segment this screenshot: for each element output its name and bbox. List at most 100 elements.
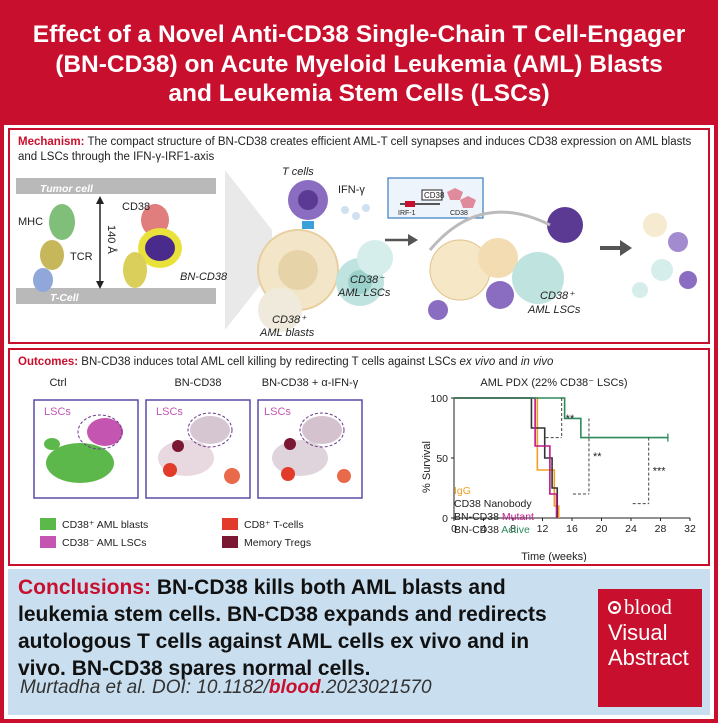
lsc-residual-bn: [190, 416, 230, 444]
title-line-1: Effect of a Novel Anti-CD38 Single-Chain…: [32, 21, 686, 49]
cd3-protein: [33, 268, 53, 292]
tumor-membrane: [16, 178, 216, 194]
x-tick-label: 0: [451, 523, 457, 535]
debris-1: [643, 213, 667, 237]
label-irf1: IRF-1: [398, 210, 416, 217]
outcomes-and: and: [495, 356, 521, 368]
t-cell-membrane: [16, 288, 216, 304]
lsc-cluster-ctrl: [87, 418, 123, 446]
conclusions-panel: Conclusions: BN-CD38 kills both AML blas…: [8, 569, 710, 715]
legend-label-lscs: CD38⁻ AML LSCs: [62, 537, 147, 549]
badge-line-2: Abstract: [608, 645, 689, 671]
tsne-panel-ctrl: Ctrl LSCs: [33, 377, 139, 499]
cd38-protein: [141, 204, 169, 236]
lsc-tag-bn: LSCs: [156, 406, 183, 418]
arrow-head-down: [96, 281, 104, 289]
sig-label-2: ***: [653, 466, 667, 478]
tsne-title-bn: BN-CD38: [174, 377, 221, 389]
cd38-protein-icon-2: [460, 196, 476, 208]
debris-2: [668, 232, 688, 252]
aml-lsc-shadow: [357, 240, 393, 276]
zoom-funnel: [225, 170, 272, 330]
sig-label-1: **: [593, 451, 602, 463]
label-ifn: IFN-γ: [338, 184, 365, 196]
blood-logo-icon: [608, 601, 621, 614]
ifn-dot-1: [341, 206, 349, 214]
legend-swatch-blasts: [40, 518, 56, 530]
label-t-cells: T cells: [282, 166, 314, 178]
legend-mutant-prefix: BN-CD38: [454, 511, 502, 523]
aml-lsc-nucleus: [348, 270, 372, 294]
debris-3: [651, 259, 673, 281]
legend-nanobody: CD38 Nanobody: [454, 498, 532, 510]
x-tick-label: 12: [537, 523, 549, 535]
aml-blast-nucleus: [278, 250, 318, 290]
lsc-tag-aifn: LSCs: [264, 406, 291, 418]
outcomes-text: BN-CD38 induces total AML cell killing b…: [81, 356, 460, 368]
visual-abstract: Effect of a Novel Anti-CD38 Single-Chain…: [4, 4, 714, 719]
irf1-site: [405, 201, 415, 207]
y-tick-label: 100: [430, 393, 448, 405]
residual-cluster-aifn: [272, 440, 328, 476]
curve-arrow: [428, 210, 551, 251]
chart-xlabel: Time (weeks): [521, 551, 587, 562]
citation-prefix: Murtadha et al. DOI: 10.1182/: [20, 677, 269, 698]
synapse-engager: [302, 221, 314, 229]
citation-journal: blood: [268, 677, 321, 698]
visual-abstract-badge: blood Visual Abstract: [598, 589, 702, 707]
stage2-lsc: [512, 252, 564, 304]
treg-cluster-aifn: [284, 438, 296, 450]
page-title: Effect of a Novel Anti-CD38 Single-Chain…: [33, 20, 686, 108]
badge-line-1: Visual: [608, 620, 668, 645]
legend-active: BN-CD38 Active: [454, 524, 530, 536]
series-line-3: [454, 397, 668, 439]
x-tick-label: 24: [625, 523, 637, 535]
t-cell-nucleus: [298, 190, 318, 210]
label-cd38pos-lscs-2: AML LSCs: [527, 304, 581, 316]
stage2-tcell-2: [428, 300, 448, 320]
lsc-tag-ctrl: LSCs: [44, 406, 71, 418]
legend-swatch-tregs: [222, 536, 238, 548]
title-line-3: and Leukemia Stem Cells (LSCs): [168, 80, 550, 108]
stage2-tcell-1: [486, 281, 514, 309]
conclusions-text: Conclusions: BN-CD38 kills both AML blas…: [18, 575, 578, 683]
legend-swatch-cd8: [222, 518, 238, 530]
label-distance: 140 Å: [105, 225, 118, 254]
debris-5: [632, 282, 648, 298]
tcr-protein-2: [123, 252, 147, 288]
conclusions-body: BN-CD38 kills both AML blasts and leukem…: [18, 576, 547, 680]
x-tick-label: 20: [596, 523, 608, 535]
label-bn-cd38: BN-CD38: [180, 271, 228, 283]
label-cd38pos-blasts-1: CD38⁺: [272, 314, 307, 326]
arrow-head-up: [96, 196, 104, 204]
process-arrow-2-head: [620, 240, 632, 256]
y-tick-label: 0: [442, 513, 448, 525]
label-cd38-protein: CD38: [450, 210, 468, 217]
legend-active-prefix: BN-CD38: [454, 524, 501, 536]
tcell-cluster-aifn-2: [337, 469, 351, 483]
tsne-title-ctrl: Ctrl: [49, 377, 66, 389]
ifn-dot-3: [362, 204, 370, 212]
cd38-gene-rect: [421, 189, 443, 201]
label-tcr: TCR: [70, 251, 93, 263]
tcell-cluster-bn: [163, 463, 177, 477]
stage2-tcell-3: [547, 207, 583, 243]
series-line-1: [454, 397, 559, 518]
tsne-panels: Ctrl LSCs BN-CD38 LSCs: [33, 377, 363, 549]
x-tick-label: 32: [684, 523, 696, 535]
outcomes-heading: Outcomes: BN-CD38 induces total AML cell…: [18, 355, 700, 370]
label-cd38neg-lscs-1: CD38⁻: [350, 274, 385, 286]
chart-series: [454, 397, 669, 518]
lsc-gate-ctrl: [77, 414, 123, 450]
tcell-cluster-aifn: [281, 467, 295, 481]
outcomes-lead: Outcomes:: [18, 356, 79, 368]
chart-legend: IgG CD38 Nanobody BN-CD38 Mutant BN-CD38…: [454, 485, 534, 536]
tsne-panel-bn-aifn: BN-CD38 + α-IFN-γ LSCs: [257, 377, 363, 499]
sig-label-0: **: [566, 413, 575, 425]
title-line-2: (BN-CD38) on Acute Myeloid Leukemia (AML…: [55, 50, 663, 78]
mechanism-panel: Mechanism: The compact structure of BN-C…: [8, 128, 710, 344]
mechanism-illustration: Tumor cell T-Cell MHC TCR CD38 140 Å BN-…: [16, 166, 697, 339]
blood-logo-text: blood: [624, 595, 672, 619]
aml-blast-shadow: [258, 288, 302, 332]
stage2-blast-2: [478, 238, 518, 278]
